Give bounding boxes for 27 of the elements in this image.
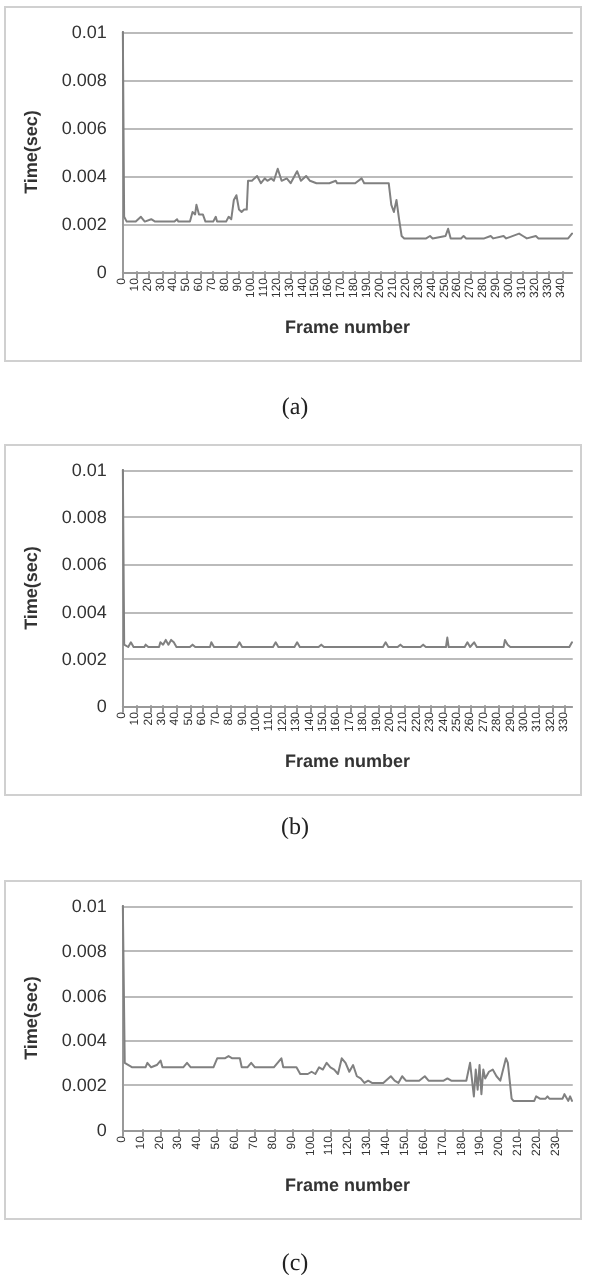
- y-tick-label: 0.004: [61, 166, 107, 186]
- y-tick-label: 0.006: [61, 985, 107, 1006]
- line-series: [121, 905, 573, 1102]
- y-tick-label: 0.006: [61, 118, 107, 138]
- x-axis-title: Frame number: [284, 317, 411, 337]
- y-tick-label: 0.002: [61, 214, 107, 234]
- y-tick-label: 0.002: [61, 648, 107, 669]
- y-tick-label: 0.008: [61, 70, 107, 90]
- x-axis-title: Frame number: [284, 1175, 411, 1195]
- line-series: [121, 469, 573, 648]
- y-axis-title: Time(sec): [21, 110, 41, 194]
- y-tick-label: 0.004: [61, 1030, 107, 1051]
- line-series: [121, 31, 573, 240]
- y-axis-title: Time(sec): [21, 546, 41, 630]
- y-tick-label: 0.01: [71, 896, 107, 916]
- text: (a): [279, 392, 311, 422]
- y-tick-label: 0.004: [61, 601, 107, 622]
- y-tick-label: 0.008: [61, 507, 107, 528]
- text: (c): [279, 1248, 311, 1278]
- text: (b): [279, 812, 311, 842]
- y-axis-title: Time(sec): [21, 976, 41, 1060]
- y-tick-label: 0.006: [61, 554, 107, 575]
- y-tick-label: 0.002: [61, 1075, 107, 1096]
- y-tick-label: 0.008: [61, 940, 107, 961]
- y-tick-label: 0.01: [71, 460, 107, 480]
- x-axis-title: Frame number: [284, 751, 411, 771]
- y-tick-label: 0.01: [71, 22, 107, 42]
